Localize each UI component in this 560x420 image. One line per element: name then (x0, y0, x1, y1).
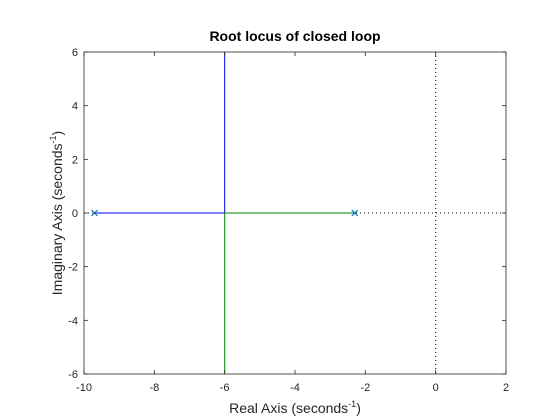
x-tick-label: -8 (149, 382, 159, 394)
reference-lines (84, 52, 506, 374)
y-ticks: -6 -4 -2 0 2 4 6 (68, 47, 506, 381)
locus-branch-2 (224, 212, 355, 374)
y-tick-label: -6 (68, 369, 78, 381)
chart-title: Root locus of closed loop (209, 28, 380, 44)
x-tick-label: -10 (76, 382, 92, 394)
x-tick-label: -6 (220, 382, 230, 394)
y-tick-label: 6 (72, 47, 78, 59)
y-tick-label: 4 (72, 101, 78, 113)
pole-marker-1 (91, 209, 98, 217)
y-tick-label: -2 (68, 262, 78, 274)
x-tick-label: -2 (360, 382, 370, 394)
y-tick-label: 2 (72, 154, 78, 166)
pole-marker-2 (351, 209, 359, 217)
x-axis-label: Real Axis (seconds-1) (229, 399, 361, 416)
x-tick-label: -4 (290, 382, 300, 394)
series-layer (94, 52, 355, 374)
y-axis-label: Imaginary Axis (seconds-1) (48, 131, 65, 295)
x-tick-label: 0 (433, 382, 439, 394)
x-ticks: -10 -8 -6 -4 -2 0 2 (76, 52, 509, 394)
pole-markers (91, 209, 359, 217)
x-tick-label: 2 (503, 382, 509, 394)
y-tick-label: 0 (72, 208, 78, 220)
y-tick-label: -4 (68, 315, 78, 327)
